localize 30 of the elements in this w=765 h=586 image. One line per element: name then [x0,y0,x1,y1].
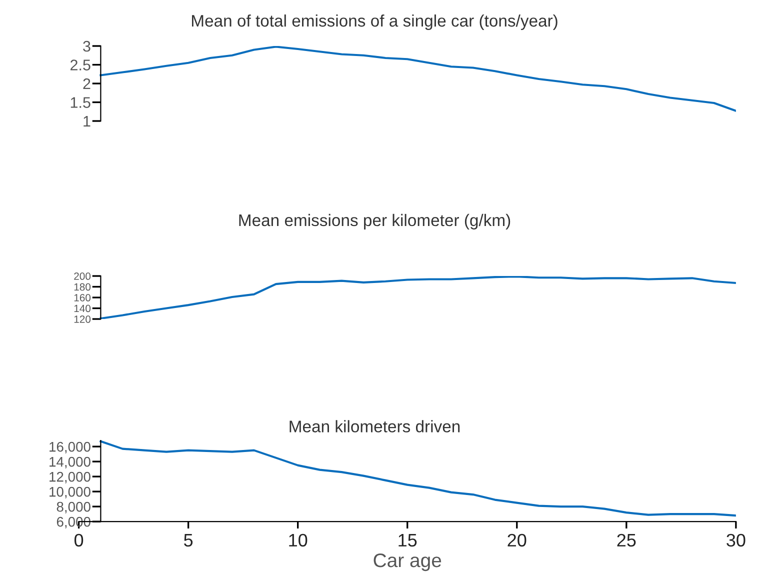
line-series [100,440,736,517]
x-tick-label: 15 [398,534,417,547]
chart-title: Mean of total emissions of a single car (tons/year) [192,14,558,30]
x-tick-label: 0 [74,534,84,547]
chart-title: Mean emissions per kilometer (g/km) [239,214,510,230]
y-tick-label: 1.5 [70,97,90,108]
y-tick-label: 8,000 [56,502,90,514]
x-tick-label: 25 [617,534,636,547]
y-tick-label: 1 [84,116,90,127]
x-tick-label: 20 [508,534,526,547]
x-tick-label: 30 [726,534,746,547]
line-series [100,276,736,320]
y-tick-label: 6,000 [56,516,90,528]
y-tick-label: 14,000 [50,456,90,468]
y-tick-label: 140 [74,304,91,312]
x-axis-title: Car age [374,553,442,572]
x-tick-label: 10 [289,534,308,547]
y-tick-label: 3 [83,40,90,52]
y-tick-label: 2.5 [70,60,90,70]
line-series [100,46,736,112]
y-tick-label: 2 [83,78,90,90]
y-tick-label: 180 [74,283,91,291]
x-tick-label: 5 [184,534,193,547]
y-tick-label: 200 [74,272,91,280]
y-tick-label: 120 [74,316,91,323]
chart-title: Mean kilometers driven [290,420,460,432]
y-tick-label: 10,000 [50,486,90,498]
y-tick-label: 12,000 [50,472,90,484]
y-tick-label: 16,000 [50,442,90,454]
y-tick-label: 160 [74,294,91,302]
